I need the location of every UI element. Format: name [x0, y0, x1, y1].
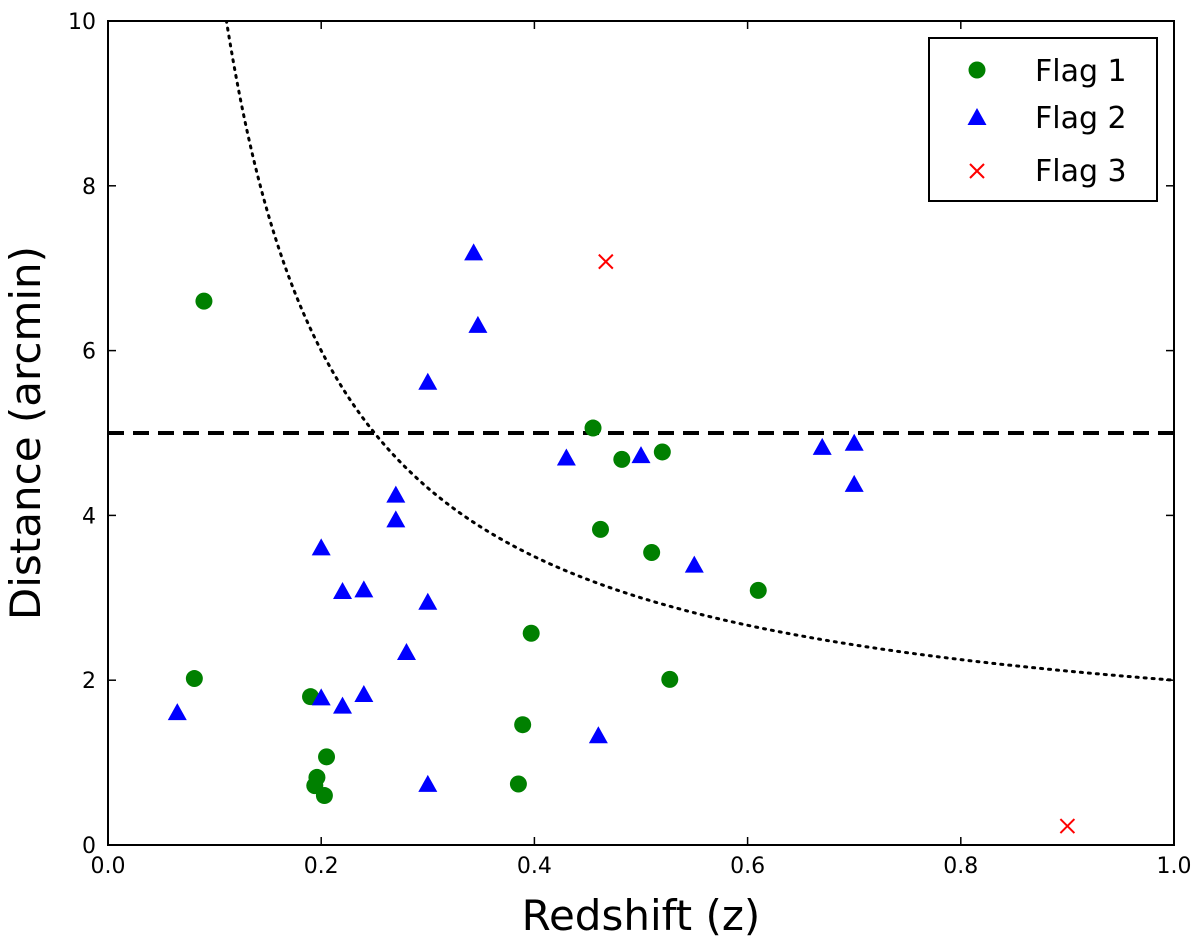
- flag-1-point: [185, 670, 203, 688]
- flag-1-point: [591, 520, 609, 538]
- flag-2-point: [396, 643, 416, 661]
- x-tick-label: 0.4: [517, 854, 552, 879]
- x-tick-label: 0.6: [730, 854, 765, 879]
- flag-2-point: [386, 485, 406, 503]
- flag-2-point: [844, 474, 864, 492]
- flag-1-point: [318, 748, 336, 766]
- x-tick-label: 0.2: [304, 854, 339, 879]
- legend-label-flag-2: Flag 2: [1035, 101, 1127, 136]
- flag-2-point: [468, 315, 488, 333]
- flag-1-point: [514, 716, 532, 734]
- x-axis-title: Redshift (z): [522, 891, 761, 940]
- y-tick-label: 0: [82, 834, 96, 859]
- legend-box: [928, 37, 1158, 202]
- x-tick-label: 1.0: [1157, 854, 1192, 879]
- flag-2-point: [684, 555, 704, 573]
- flag-2-point: [556, 448, 576, 466]
- flag-2-point: [354, 580, 374, 598]
- flag-3-point: [598, 253, 614, 270]
- legend-marker-flag-1: [968, 61, 986, 79]
- plot-frame: [107, 20, 1175, 846]
- flag-2-point: [333, 696, 353, 714]
- y-tick-label: 10: [68, 10, 96, 35]
- legend-label-flag-3: Flag 3: [1035, 154, 1127, 189]
- flag-2-point: [812, 437, 832, 455]
- flag-2-point: [844, 433, 864, 451]
- legend: Flag 1 Flag 2 Flag 3: [928, 37, 1158, 202]
- flag-1-point: [643, 543, 661, 561]
- flag-1-point: [613, 450, 631, 468]
- flag-2-point: [418, 592, 438, 610]
- flag-2-point: [354, 685, 374, 703]
- flag-3-point-stroke-b: [598, 253, 614, 270]
- y-tick-label: 4: [82, 504, 96, 529]
- flag-1-point: [522, 624, 540, 642]
- flag-2-point: [631, 446, 651, 464]
- flag-2-point: [588, 726, 608, 744]
- dotted-curve: [224, 21, 1174, 682]
- flag-2-point: [418, 372, 438, 390]
- legend-marker-flag-3: [969, 163, 985, 179]
- flag-1-point: [653, 443, 671, 461]
- legend-marker-flag-3-stroke-b: [969, 163, 985, 179]
- flag-1-point: [584, 419, 602, 437]
- flag-3-point: [1059, 818, 1076, 834]
- flag-1-point: [315, 787, 333, 805]
- x-tick-label: 0.0: [91, 854, 126, 879]
- flag-1-point: [509, 775, 527, 793]
- flag-2-point: [167, 703, 187, 721]
- flag-2-point: [386, 510, 406, 528]
- legend-label-flag-1: Flag 1: [1035, 54, 1127, 89]
- flag-2-point: [418, 774, 438, 792]
- flag-3-point-stroke-b: [1059, 818, 1076, 834]
- y-axis-title: Distance (arcmin): [1, 246, 50, 620]
- flag-1-point: [195, 292, 213, 310]
- x-tick-label: 0.8: [943, 854, 978, 879]
- flag-2-point: [311, 688, 331, 706]
- flag-2-point: [464, 243, 484, 261]
- y-tick-label: 6: [82, 340, 96, 365]
- y-tick-label: 2: [82, 669, 96, 694]
- flag-2-point: [333, 582, 353, 600]
- flag-2-point: [311, 538, 331, 556]
- legend-marker-flag-2: [967, 108, 987, 125]
- flag-1-point: [749, 581, 767, 599]
- flag-1-point: [661, 670, 679, 688]
- y-tick-label: 8: [82, 175, 96, 200]
